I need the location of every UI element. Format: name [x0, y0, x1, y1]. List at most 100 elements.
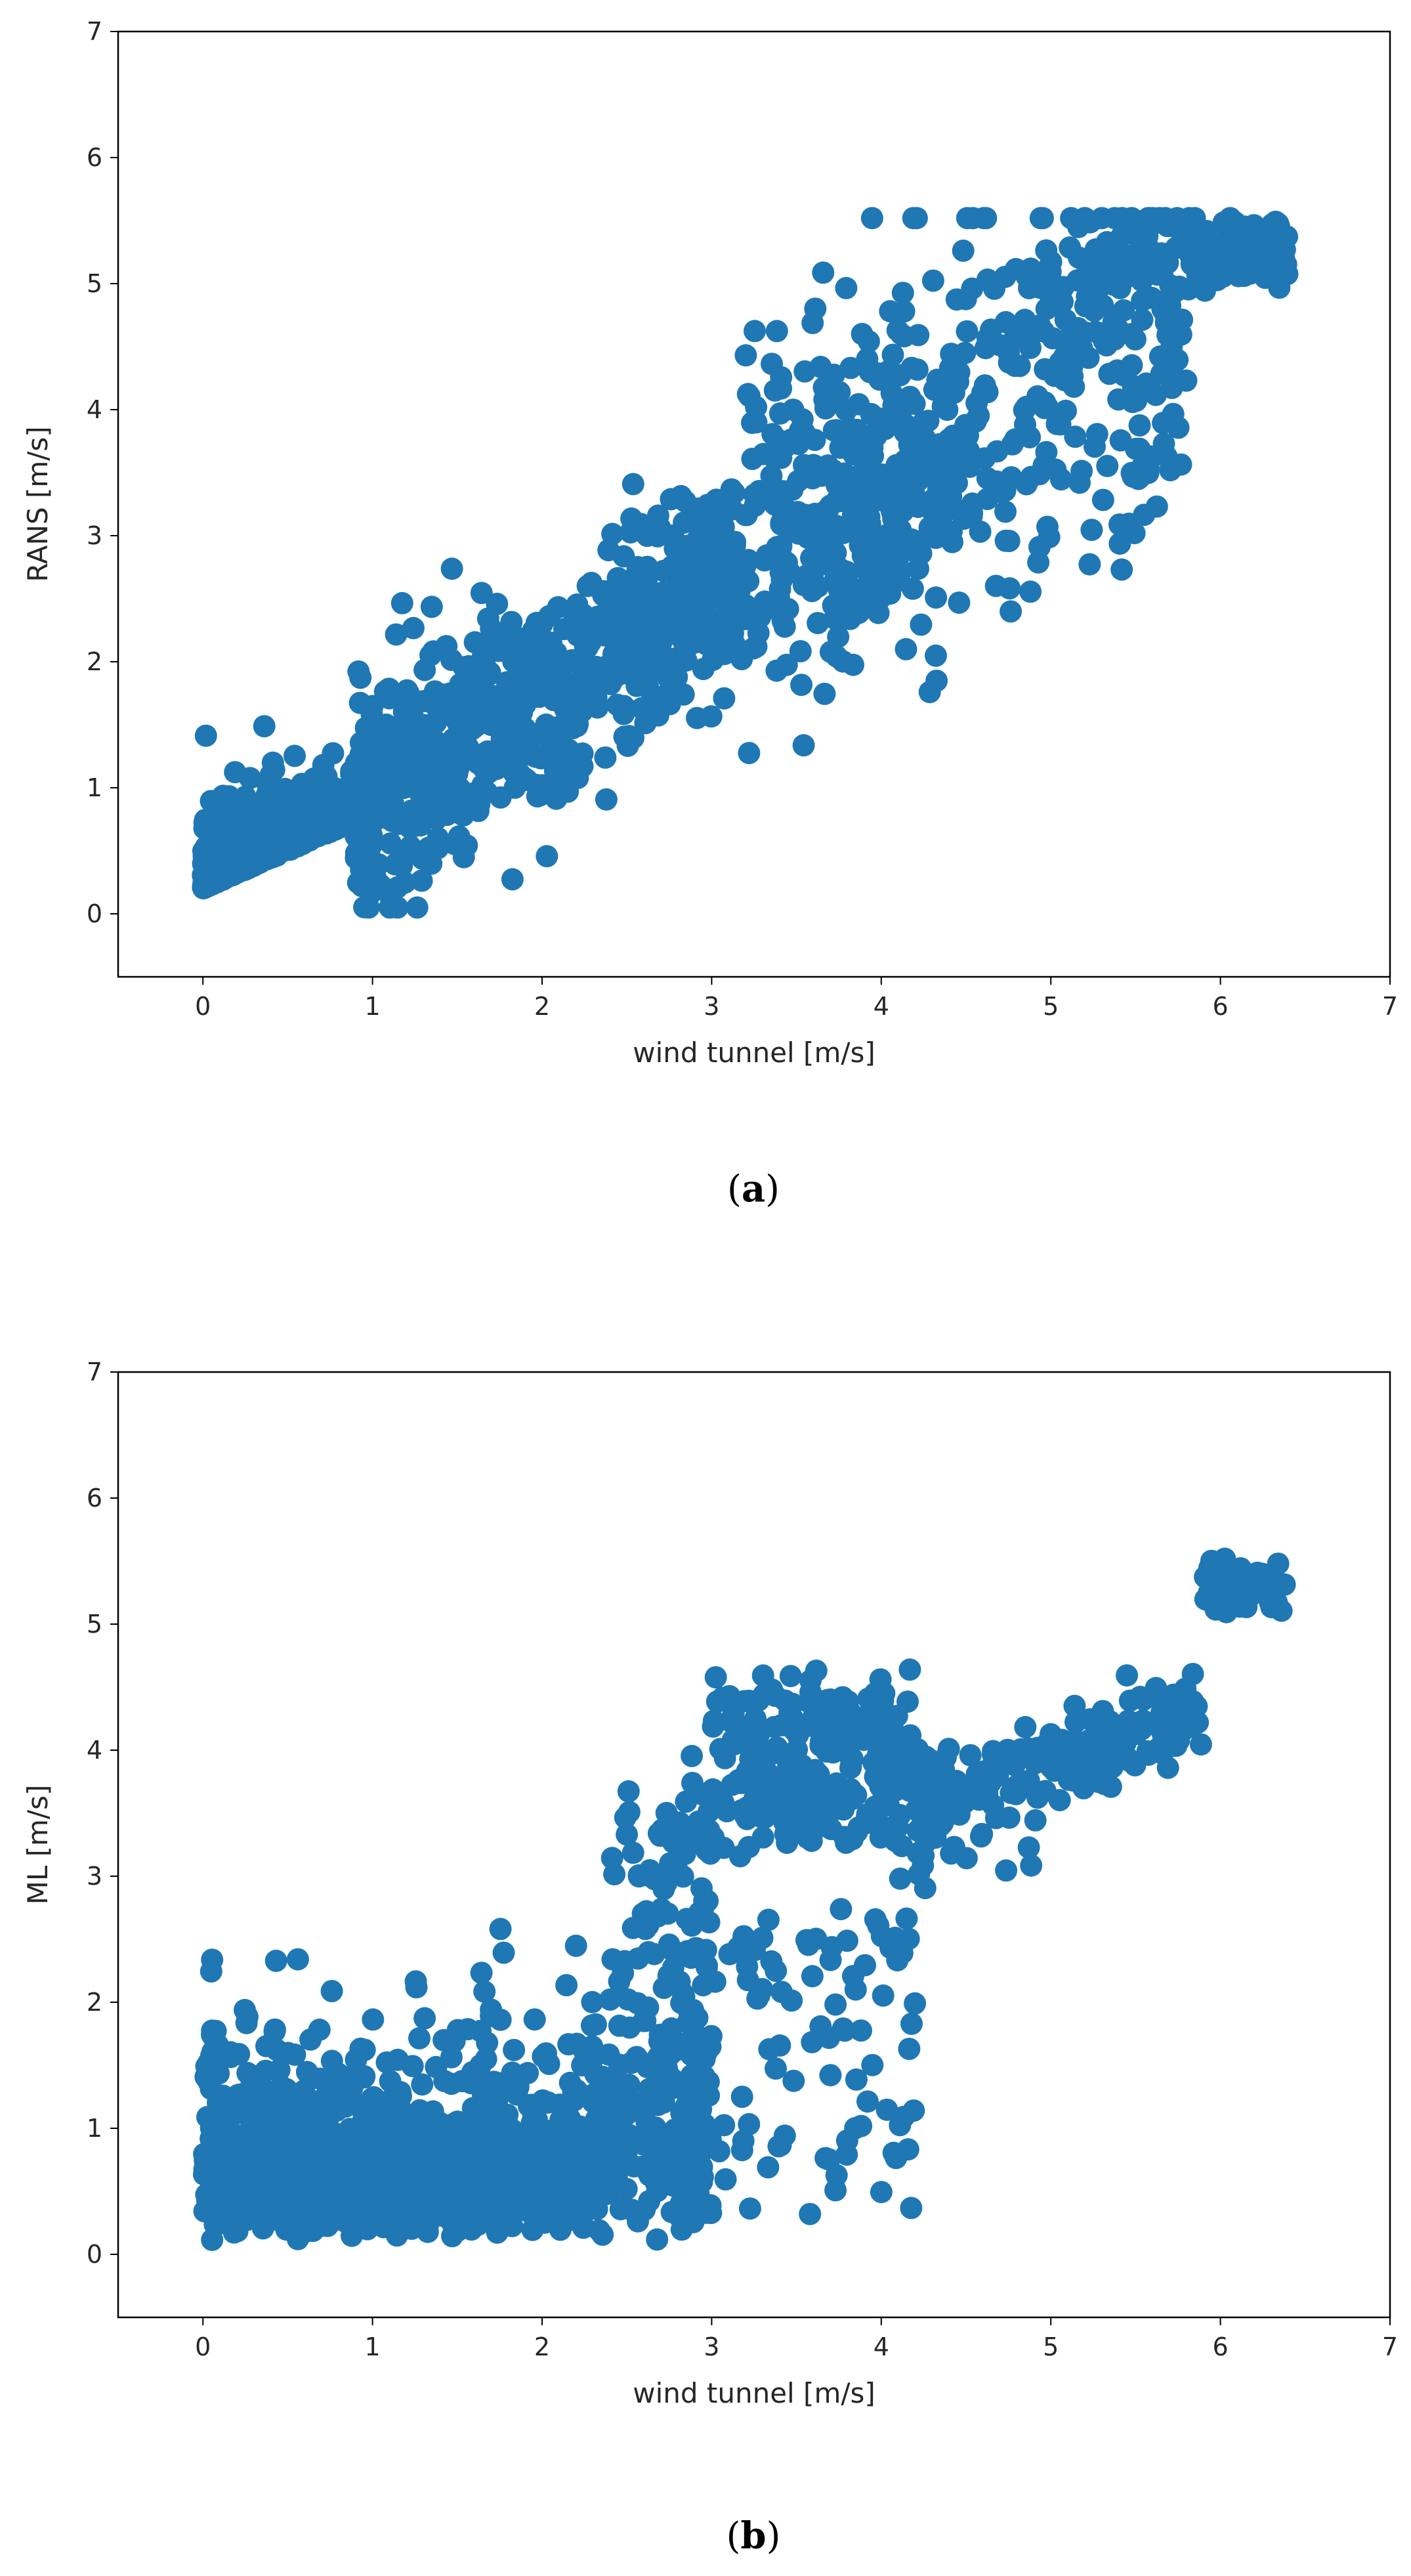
- data-point: [242, 2153, 264, 2176]
- data-point: [545, 641, 568, 664]
- data-point: [659, 1852, 682, 1875]
- data-point: [1260, 243, 1283, 266]
- data-point: [905, 207, 928, 230]
- y-tick-label: 5: [87, 269, 102, 298]
- data-point: [623, 2155, 646, 2178]
- data-point: [976, 268, 999, 291]
- data-point: [770, 569, 793, 591]
- panel-a-ylabel: RANS [m/s]: [22, 426, 54, 582]
- data-point: [606, 567, 629, 590]
- data-point: [1201, 262, 1224, 284]
- data-point: [892, 1774, 915, 1797]
- data-point: [633, 590, 656, 612]
- data-point: [984, 1807, 1007, 1830]
- data-point: [1179, 1690, 1202, 1713]
- panel-a-rans-scatter: 0 1 2 3 4 5 6 7 0 1 2 3 4 5 6 7 wind tunnel [m/s] RANS …: [22, 17, 1398, 1211]
- data-point: [463, 631, 486, 654]
- data-point: [446, 2110, 469, 2133]
- data-point: [1104, 1725, 1126, 1748]
- data-point: [461, 782, 484, 805]
- data-point: [743, 1788, 766, 1811]
- data-point: [473, 2103, 496, 2126]
- data-point: [881, 1717, 904, 1739]
- data-point: [654, 598, 677, 621]
- data-point: [896, 1690, 919, 1713]
- data-point: [867, 1914, 890, 1937]
- data-point: [913, 427, 936, 449]
- data-point: [480, 1998, 503, 2021]
- data-point: [845, 2068, 868, 2091]
- data-point: [565, 2079, 588, 2102]
- data-point: [530, 774, 553, 797]
- data-point: [434, 2195, 457, 2218]
- data-point: [433, 2070, 456, 2093]
- data-point: [382, 746, 405, 769]
- data-point: [822, 363, 845, 386]
- data-point: [626, 1992, 649, 2015]
- data-point: [304, 2179, 327, 2202]
- data-point: [227, 2205, 250, 2228]
- data-point: [1120, 462, 1143, 484]
- data-point: [917, 1801, 940, 1824]
- data-point: [489, 1918, 512, 1941]
- data-point: [946, 444, 969, 467]
- data-point: [1042, 327, 1064, 350]
- data-point: [875, 2098, 898, 2121]
- y-tick-label: 3: [87, 521, 102, 550]
- data-point: [781, 478, 804, 501]
- data-point: [765, 2057, 787, 2080]
- data-point: [410, 869, 433, 892]
- data-point: [898, 1658, 921, 1681]
- data-point: [792, 734, 815, 757]
- data-point: [523, 2008, 546, 2031]
- data-point: [895, 1907, 918, 1930]
- panel-b-caption: (b): [727, 2514, 781, 2558]
- data-point: [644, 2050, 667, 2072]
- data-point: [1061, 365, 1084, 388]
- data-point: [602, 2141, 625, 2163]
- data-point: [1105, 1741, 1127, 1764]
- data-point: [198, 811, 221, 834]
- data-point: [548, 2093, 571, 2116]
- data-point: [411, 2073, 434, 2096]
- data-point: [699, 2035, 722, 2058]
- data-point: [597, 2119, 620, 2142]
- data-point: [870, 2181, 893, 2204]
- data-point: [532, 2045, 555, 2068]
- data-point: [619, 521, 642, 544]
- data-point: [1120, 354, 1143, 377]
- data-point: [860, 402, 883, 425]
- data-point: [910, 613, 933, 636]
- data-point: [721, 498, 744, 521]
- data-point: [557, 738, 580, 761]
- data-point: [518, 723, 541, 746]
- data-point: [609, 2071, 632, 2094]
- data-point: [627, 1865, 650, 1888]
- data-point: [1077, 347, 1100, 369]
- data-point: [201, 1948, 224, 1971]
- data-point: [516, 2164, 539, 2187]
- data-point: [946, 471, 968, 494]
- data-point: [1091, 488, 1114, 511]
- y-tick-label: 6: [87, 1484, 102, 1513]
- data-point: [914, 1877, 937, 1900]
- data-point: [561, 2123, 584, 2146]
- panel-a-axes-frame: [117, 30, 1391, 978]
- x-tick-label: 7: [1382, 2332, 1398, 2361]
- data-point: [444, 777, 467, 799]
- data-point: [1182, 251, 1205, 274]
- data-point: [683, 2164, 706, 2187]
- data-point: [194, 724, 217, 747]
- data-point: [1164, 280, 1187, 303]
- data-point: [824, 1993, 847, 2016]
- data-point: [625, 2046, 648, 2069]
- data-point: [226, 2084, 249, 2107]
- data-point: [769, 402, 791, 425]
- data-point: [663, 2118, 686, 2141]
- panel-a-caption-letter: a: [742, 1167, 765, 1211]
- data-point: [1000, 1782, 1022, 1805]
- panel-b-ylabel: ML [m/s]: [22, 1785, 54, 1905]
- x-tick-label: 6: [1213, 2332, 1229, 2361]
- data-point: [686, 2006, 709, 2029]
- data-point: [733, 565, 756, 588]
